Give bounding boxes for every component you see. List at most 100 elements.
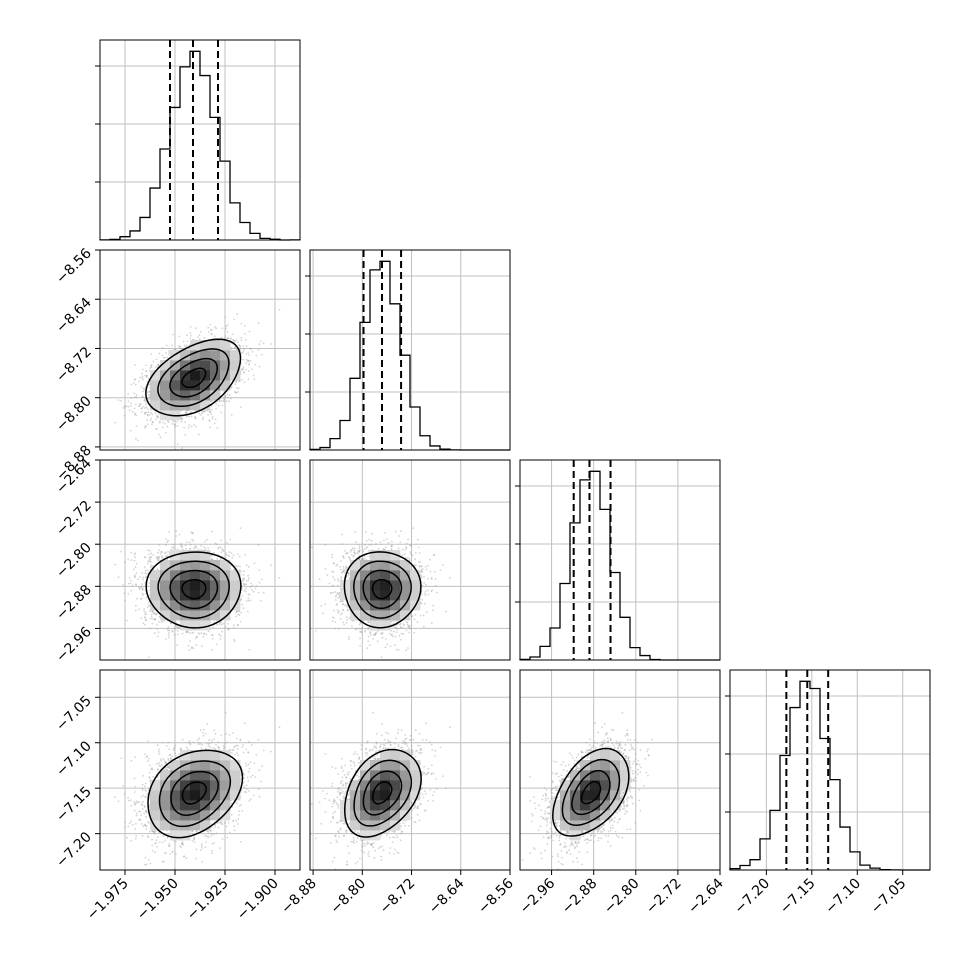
sample-point: [188, 427, 190, 429]
sample-point: [223, 397, 225, 399]
sample-point: [247, 360, 249, 362]
sample-point: [154, 632, 156, 634]
sample-point: [161, 551, 163, 553]
sample-point: [149, 559, 151, 561]
sample-point: [167, 540, 169, 542]
sample-point: [186, 416, 188, 418]
sample-point: [191, 426, 193, 428]
sample-point: [231, 552, 233, 554]
sample-point: [221, 624, 223, 626]
sample-point: [157, 636, 159, 638]
sample-point: [206, 539, 208, 541]
sample-point: [209, 420, 211, 422]
sample-point: [249, 331, 251, 333]
sample-point: [203, 633, 205, 635]
sample-point: [134, 560, 136, 562]
sample-point: [133, 382, 135, 384]
sample-point: [245, 588, 247, 590]
sample-point: [261, 354, 263, 356]
sample-point: [245, 369, 247, 371]
sample-point: [168, 354, 170, 356]
sample-point: [152, 623, 154, 625]
sample-point: [237, 391, 239, 393]
sample-point: [216, 427, 218, 429]
sample-point: [188, 416, 190, 418]
sample-point: [139, 405, 141, 407]
sample-point: [171, 423, 173, 425]
sample-point: [124, 405, 126, 407]
sample-point: [147, 549, 149, 551]
sample-point: [227, 337, 229, 339]
sample-point: [175, 426, 177, 428]
sample-point: [242, 595, 244, 597]
sample-point: [237, 565, 239, 567]
histogram-step: [520, 471, 720, 660]
sample-point: [201, 645, 203, 647]
sample-point: [145, 403, 147, 405]
sample-point: [189, 548, 191, 550]
sample-point: [158, 434, 160, 436]
sample-point: [190, 411, 192, 413]
sample-point: [178, 336, 180, 338]
sample-point: [167, 426, 169, 428]
sample-point: [144, 407, 146, 409]
histogram-panel-3: [515, 460, 720, 660]
sample-point: [156, 358, 158, 360]
sample-point: [155, 418, 157, 420]
sample-point: [134, 407, 136, 409]
sample-point: [114, 422, 116, 424]
sample-point: [198, 413, 200, 415]
sample-point: [243, 366, 245, 368]
sample-point: [130, 402, 132, 404]
sample-point: [255, 588, 257, 590]
sample-point: [202, 419, 204, 421]
sample-point: [186, 344, 188, 346]
sample-point: [150, 618, 152, 620]
sample-point: [212, 416, 214, 418]
sample-point: [134, 364, 136, 366]
sample-point: [144, 566, 146, 568]
sample-point: [229, 539, 231, 541]
sample-point: [118, 399, 120, 401]
sample-point: [211, 531, 213, 533]
sample-point: [250, 360, 252, 362]
sample-point: [185, 545, 187, 547]
sample-point: [183, 427, 185, 429]
sample-point: [134, 574, 136, 576]
sample-point: [189, 632, 191, 634]
sample-point: [155, 428, 157, 430]
sample-point: [240, 621, 242, 623]
sample-point: [239, 566, 241, 568]
sample-point: [168, 531, 170, 533]
sample-point: [166, 357, 168, 359]
sample-point: [195, 327, 197, 329]
sample-point: [221, 405, 223, 407]
sample-point: [209, 426, 211, 428]
sample-point: [187, 340, 189, 342]
histogram-step: [310, 261, 510, 450]
sample-point: [240, 406, 242, 408]
sample-point: [150, 420, 152, 422]
sample-point: [186, 334, 188, 336]
sample-point: [136, 396, 138, 398]
sample-point: [138, 586, 140, 588]
sample-point: [194, 416, 196, 418]
sample-point: [214, 335, 216, 337]
sample-point: [256, 355, 258, 357]
sample-point: [236, 387, 238, 389]
scatter-panel-2-1: [100, 250, 300, 450]
sample-point: [155, 412, 157, 414]
sample-point: [235, 392, 237, 394]
sample-point: [134, 378, 136, 380]
sample-point: [220, 635, 222, 637]
sample-point: [212, 638, 214, 640]
sample-point: [200, 545, 202, 547]
sample-point: [196, 546, 198, 548]
sample-point: [120, 551, 122, 553]
sample-point: [225, 328, 227, 330]
sample-point: [226, 400, 228, 402]
histogram-step: [730, 681, 930, 870]
sample-point: [255, 364, 257, 366]
sample-point: [238, 387, 240, 389]
sample-point: [147, 391, 149, 393]
